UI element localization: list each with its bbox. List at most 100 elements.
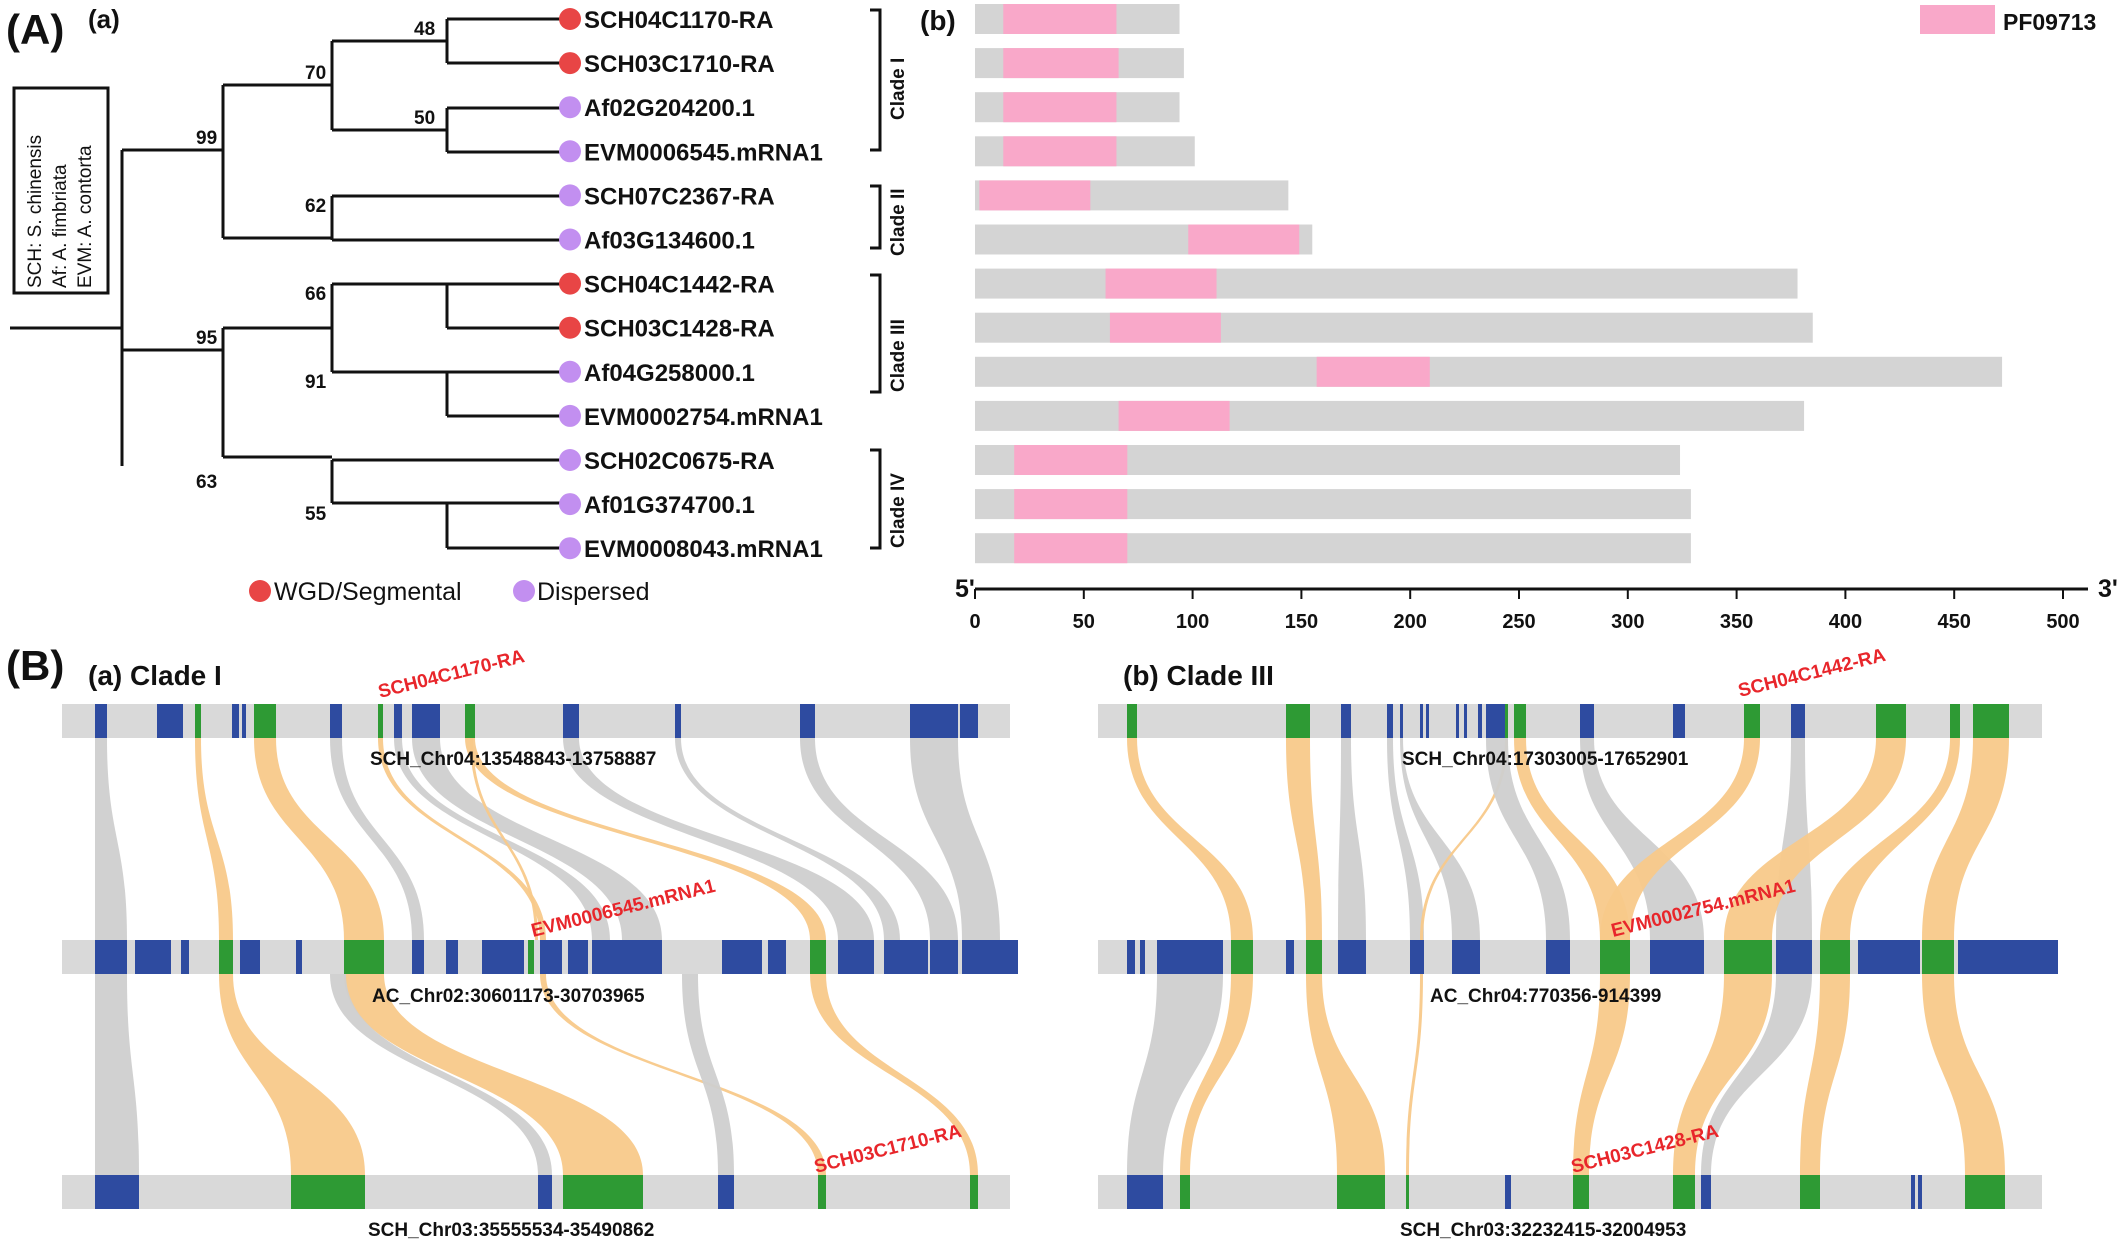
axis-tick-label: 150 — [1285, 611, 1318, 633]
gene-block — [592, 940, 662, 974]
gene-block — [1580, 704, 1594, 738]
gene-block — [1286, 940, 1294, 974]
homolog-synteny-link — [1286, 738, 1322, 940]
clade-label: Clade IV — [888, 473, 909, 548]
protein-bar — [975, 356, 2003, 387]
homolog-gene-block — [1973, 704, 2009, 738]
species-key-line-1: SCH: S. chinensis — [25, 135, 46, 288]
pf09713-domain — [1003, 92, 1117, 123]
bootstrap-value: 48 — [414, 19, 435, 40]
synteny-link — [330, 974, 552, 1175]
gene-tip-label: SCH03C1710-RA — [584, 51, 775, 78]
homolog-gene-block — [344, 940, 384, 974]
homolog-gene-block — [818, 1175, 826, 1209]
clade-label: Clade I — [888, 58, 909, 120]
homolog-gene-block — [528, 940, 534, 974]
homolog-gene-block — [1286, 704, 1310, 738]
gene-block — [1776, 940, 1812, 974]
homolog-gene-block — [1965, 1175, 2005, 1209]
gene-block — [675, 704, 681, 738]
clade-label: Clade III — [888, 319, 909, 392]
homolog-synteny-link — [1514, 738, 1630, 940]
axis-tick-label: 300 — [1611, 611, 1644, 633]
dispersed-dot-icon — [513, 580, 535, 602]
pf09713-swatch — [1920, 5, 1995, 34]
species-key-box — [12, 86, 110, 295]
gene-tip-label: SCH04C1170-RA — [584, 7, 773, 34]
bootstrap-value: 91 — [305, 372, 327, 393]
pf09713-domain — [1188, 224, 1300, 255]
gene-block — [330, 704, 342, 738]
gene-block — [568, 940, 588, 974]
clade-iii-title: (b) Clade III — [1123, 660, 1274, 691]
phylogenetic-tree — [10, 17, 560, 550]
homolog-gene-block — [1406, 1175, 1409, 1209]
gene-block — [232, 704, 239, 738]
bootstrap-value: 50 — [414, 108, 435, 129]
pf09713-legend-label: PF09713 — [2003, 9, 2096, 35]
gene-block — [296, 940, 302, 974]
gene-block — [157, 704, 183, 738]
synteny-link — [394, 738, 610, 940]
gene-block — [1338, 940, 1366, 974]
synteny-link — [910, 738, 1000, 940]
pf09713-domain — [1109, 312, 1221, 343]
gene-block — [412, 704, 440, 738]
gene-block — [240, 940, 260, 974]
homolog-synteny-link — [1180, 974, 1253, 1175]
homolog-synteny-link — [1800, 974, 1850, 1175]
gene-tip-label: Af01G374700.1 — [584, 492, 755, 519]
homolog-synteny-link — [219, 974, 365, 1175]
homolog-gene-block — [563, 1175, 643, 1209]
synteny-link — [330, 738, 424, 940]
gene-block — [1140, 940, 1145, 974]
homolog-synteny-link — [470, 738, 538, 940]
duplication-legend: WGD/Segmental Dispersed — [249, 578, 650, 606]
homolog-gene-block — [1800, 1175, 1820, 1209]
gene-block — [1858, 940, 1920, 974]
bootstrap-value: 62 — [305, 196, 326, 217]
gene-block — [1918, 1175, 1922, 1209]
gene-tip-label: Af03G134600.1 — [584, 228, 755, 255]
gene-block — [1673, 704, 1685, 738]
homolog-gene-block — [1231, 940, 1253, 974]
homolog-synteny-link — [378, 738, 546, 940]
gene-tip-label: Af02G204200.1 — [584, 95, 755, 122]
duplication-type-dot-icon — [559, 537, 581, 560]
gene-block — [1127, 1175, 1163, 1209]
domain-bars — [975, 4, 2003, 564]
synteny-link — [1338, 738, 1366, 940]
duplication-type-dot-icon — [559, 140, 581, 163]
axis-end-label: 3' — [2098, 575, 2118, 603]
bootstrap-value: 95 — [196, 328, 218, 349]
synteny-link — [1400, 738, 1480, 940]
wgd-segmental-legend-label: WGD/Segmental — [274, 578, 462, 606]
homolog-gene-block — [810, 940, 826, 974]
track-label: AC_Chr02:30601173-30703965 — [372, 986, 645, 1007]
gene-block — [768, 940, 786, 974]
homolog-synteny-link — [540, 974, 826, 1175]
gene-tip-label: EVM0002754.mRNA1 — [584, 404, 823, 431]
axis-tick-label: 450 — [1938, 611, 1971, 633]
gene-tip-label: SCH02C0675-RA — [584, 448, 775, 475]
species-key-line-3: EVM: A. contorta — [75, 145, 96, 288]
synteny-link — [675, 738, 900, 940]
bootstrap-value: 63 — [196, 472, 217, 493]
subpanel-b-label: (b) — [920, 5, 956, 36]
tree-tips: SCH04C1170-RA SCH03C1710-RA Af02G204200.1 E… — [559, 7, 823, 563]
homolog-gene-block — [254, 704, 276, 738]
gene-block — [838, 940, 874, 974]
gene-block — [1958, 940, 2058, 974]
homolog-gene-block — [1306, 940, 1322, 974]
pf09713-domain — [1014, 489, 1128, 520]
gene-block — [930, 940, 958, 974]
homolog-gene-block — [219, 940, 233, 974]
gene-block — [718, 1175, 734, 1209]
protein-bar — [975, 312, 1813, 343]
pf09713-domain — [1003, 48, 1119, 79]
clade-i-title: (a) Clade I — [88, 660, 222, 691]
gene-tip-label: SCH03C1428-RA — [584, 316, 775, 343]
duplication-type-dot-icon — [559, 96, 581, 119]
synteny-link — [1580, 738, 1704, 940]
